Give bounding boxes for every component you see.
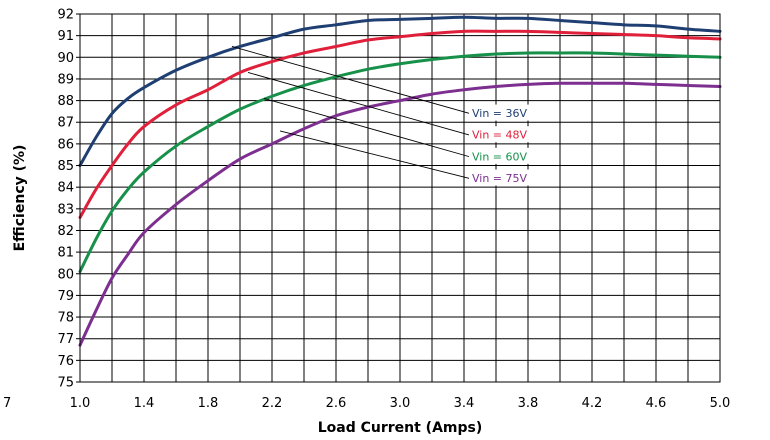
annotation-leader-line — [247, 72, 471, 136]
y-tick-label: 81 — [57, 246, 74, 261]
y-tick-label: 83 — [57, 202, 74, 217]
y-tick-label: 88 — [57, 94, 74, 109]
x-tick-label: 4.6 — [646, 396, 667, 411]
x-tick-label: 1.8 — [198, 396, 219, 411]
annotation-label-background — [469, 104, 531, 121]
y-tick-label: 76 — [57, 354, 74, 369]
x-tick-label: 1.4 — [134, 396, 155, 411]
plot-frame — [79, 13, 721, 383]
y-tick-label: 92 — [57, 8, 74, 23]
y-axis-label: Efficiency (%) — [12, 145, 28, 252]
x-tick-label: 2.6 — [326, 396, 347, 411]
annotation-label: Vin = 60V — [472, 150, 528, 163]
annotation-leaders — [231, 46, 471, 179]
annotation-label: Vin = 75V — [472, 172, 528, 185]
series-line-vin-48v — [78, 29, 722, 219]
y-tick-label: 84 — [57, 181, 74, 196]
y-tick-label: 91 — [57, 29, 74, 44]
x-tick-labels: 1.0 1.4 1.8 2.2 2.6 3.0 3.4 3.8 4.2 4.6 5.0 — [70, 396, 731, 411]
y-tick-label: 86 — [57, 137, 74, 152]
series-line-vin-36v — [78, 15, 722, 168]
y-tick-label: 90 — [57, 51, 74, 66]
x-tick-label: 2.2 — [262, 396, 283, 411]
annotation-label-background — [469, 147, 531, 164]
y-tick-label: 78 — [57, 311, 74, 326]
x-tick-label: 4.2 — [582, 396, 603, 411]
annotation-label: Vin = 48V — [472, 129, 528, 142]
series-line-vin-60v — [78, 51, 722, 274]
y-tick-labels: 75 76 77 78 79 80 81 82 83 84 85 86 87 88 89 90 91 92 — [57, 8, 80, 391]
annotation-labels: Vin = 36V Vin = 48V Vin = 60V Vin = 75V — [469, 104, 531, 186]
y-tick-label: 89 — [57, 72, 74, 87]
y-tick-label: 75 — [57, 376, 74, 391]
y-tick-label: 80 — [57, 267, 74, 282]
y-tick-label: 85 — [57, 159, 74, 174]
x-axis-label: Load Current (Amps) — [318, 420, 483, 436]
annotation-leader-line — [279, 130, 471, 179]
series-lines — [78, 15, 722, 347]
x-tick-label: 3.4 — [454, 396, 475, 411]
annotation-label-background — [469, 126, 531, 143]
y-tick-label: 87 — [57, 116, 74, 131]
annotation-leader-line — [231, 46, 471, 115]
y-tick-label: 82 — [57, 224, 74, 239]
grid-lines — [80, 14, 720, 382]
x-tick-label: 3.0 — [390, 396, 411, 411]
left-cut-tick-label: 7 — [3, 396, 11, 411]
y-tick-label: 77 — [57, 332, 74, 347]
x-tick-label: 5.0 — [710, 396, 731, 411]
y-tick-label: 79 — [57, 289, 74, 304]
annotation-leader-line — [263, 97, 471, 158]
annotation-label-background — [469, 169, 531, 186]
x-tick-label: 3.8 — [518, 396, 539, 411]
annotation-label: Vin = 36V — [472, 107, 528, 120]
series-line-vin-75v — [78, 81, 722, 347]
x-tick-label: 1.0 — [70, 396, 91, 411]
